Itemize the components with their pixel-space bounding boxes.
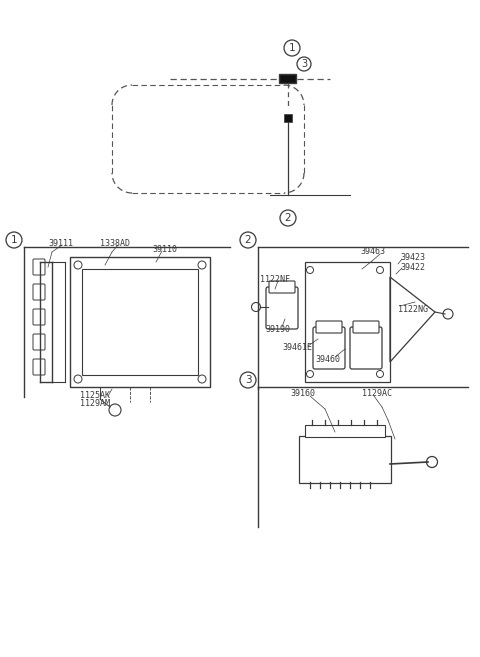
Circle shape — [252, 302, 261, 311]
Circle shape — [198, 261, 206, 269]
Text: 39463: 39463 — [360, 248, 385, 256]
Text: 2: 2 — [285, 213, 291, 223]
Circle shape — [284, 40, 300, 56]
Text: 3: 3 — [245, 375, 252, 385]
Circle shape — [240, 372, 256, 388]
Circle shape — [376, 267, 384, 273]
Circle shape — [443, 309, 453, 319]
FancyBboxPatch shape — [279, 74, 296, 83]
Circle shape — [74, 261, 82, 269]
FancyBboxPatch shape — [284, 114, 292, 122]
FancyBboxPatch shape — [33, 284, 45, 300]
Text: 1338AD: 1338AD — [100, 238, 130, 248]
FancyBboxPatch shape — [33, 334, 45, 350]
FancyBboxPatch shape — [316, 321, 342, 333]
Text: 1129AC: 1129AC — [362, 390, 392, 399]
Text: 39423: 39423 — [400, 252, 425, 261]
FancyBboxPatch shape — [299, 436, 391, 483]
FancyBboxPatch shape — [305, 425, 385, 437]
Text: 3: 3 — [301, 59, 307, 69]
Text: 39461E: 39461E — [282, 342, 312, 351]
Circle shape — [109, 404, 121, 416]
FancyBboxPatch shape — [33, 359, 45, 375]
FancyBboxPatch shape — [305, 262, 390, 382]
FancyBboxPatch shape — [350, 327, 382, 369]
Circle shape — [240, 232, 256, 248]
Text: 39190: 39190 — [265, 325, 290, 334]
Text: 1125AK: 1125AK — [80, 390, 110, 399]
FancyBboxPatch shape — [353, 321, 379, 333]
Circle shape — [307, 371, 313, 378]
Text: 39460: 39460 — [315, 355, 340, 363]
Text: 39422: 39422 — [400, 263, 425, 271]
Circle shape — [376, 371, 384, 378]
Circle shape — [74, 375, 82, 383]
FancyBboxPatch shape — [313, 327, 345, 369]
Text: 39111: 39111 — [48, 238, 73, 248]
Circle shape — [297, 57, 311, 71]
FancyBboxPatch shape — [33, 259, 45, 275]
FancyBboxPatch shape — [82, 269, 198, 375]
Text: 1: 1 — [11, 235, 17, 245]
Circle shape — [6, 232, 22, 248]
Text: 2: 2 — [245, 235, 252, 245]
Circle shape — [427, 457, 437, 468]
Text: 1122NF: 1122NF — [260, 275, 290, 284]
Circle shape — [198, 375, 206, 383]
Circle shape — [307, 267, 313, 273]
Circle shape — [280, 210, 296, 226]
FancyBboxPatch shape — [33, 309, 45, 325]
Text: 1122NG: 1122NG — [398, 304, 428, 313]
FancyBboxPatch shape — [266, 287, 298, 329]
Text: 1: 1 — [288, 43, 295, 53]
Text: 39160: 39160 — [290, 390, 315, 399]
FancyBboxPatch shape — [269, 281, 295, 293]
Text: 39110: 39110 — [152, 244, 177, 254]
Text: 1129AM: 1129AM — [80, 399, 110, 407]
FancyBboxPatch shape — [70, 257, 210, 387]
